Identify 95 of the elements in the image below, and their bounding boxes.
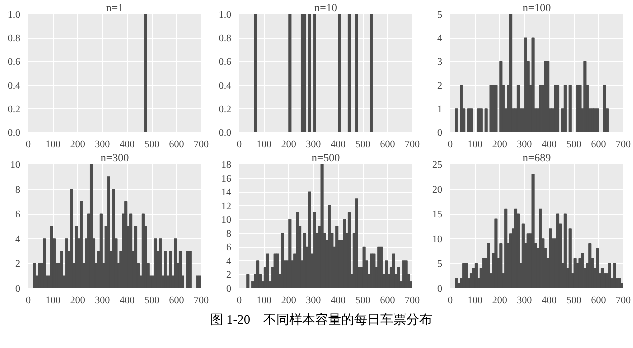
x-tick-label: 300 [306, 140, 322, 150]
x-tick-label: 500 [144, 140, 160, 150]
x-tick-label: 300 [95, 140, 110, 150]
x-tick-label: 100 [256, 296, 272, 306]
y-tick-label: 0.6 [219, 57, 232, 68]
y-tick-label: 1.0 [219, 10, 232, 21]
y-tick-label: 18 [222, 160, 232, 171]
y-tick-label: 25 [432, 160, 442, 171]
x-tick-label: 0 [237, 296, 242, 306]
x-tick-label: 0 [237, 140, 242, 150]
y-tick-label: 0.0 [8, 128, 20, 139]
x-tick-label: 600 [591, 296, 606, 306]
x-tick-label: 100 [46, 296, 61, 306]
x-tick-label: 300 [517, 140, 532, 150]
x-tick-label: 200 [70, 296, 86, 306]
y-tick-label: 5 [438, 259, 442, 270]
x-tick-label: 500 [356, 140, 371, 150]
x-tick-label: 200 [70, 140, 86, 150]
y-tick-label: 2 [226, 270, 232, 282]
x-tick-label: 700 [405, 296, 420, 306]
x-tick-label: 700 [194, 140, 209, 150]
y-tick-label: 10 [10, 160, 20, 171]
y-tick-label: 2 [438, 80, 442, 92]
x-tick-label: 600 [380, 296, 396, 306]
y-tick-label: 5 [438, 10, 442, 21]
y-tick-label: 0.8 [219, 34, 232, 45]
x-tick-label: 200 [281, 140, 296, 150]
x-tick-label: 600 [380, 140, 396, 150]
y-tick-label: 20 [432, 184, 442, 196]
x-tick-label: 200 [492, 296, 508, 306]
y-tick-label: 6 [16, 210, 20, 221]
x-tick-label: 100 [468, 296, 483, 306]
x-tick-label: 0 [26, 296, 31, 306]
x-tick-label: 400 [120, 140, 135, 150]
chart-title: n=1 [106, 2, 124, 14]
x-tick-label: 100 [256, 140, 272, 150]
x-tick-label: 600 [169, 140, 184, 150]
y-tick-label: 8 [16, 184, 20, 196]
y-tick-label: 14 [222, 188, 232, 199]
chart-title: n=100 [522, 2, 552, 14]
y-tick-label: 0 [16, 284, 20, 295]
y-tick-label: 0 [438, 128, 442, 139]
caption: 图 1-20 不同样本容量的每日车票分布 [210, 311, 433, 329]
y-tick-label: 10 [432, 234, 442, 246]
y-tick-label: 0 [226, 284, 232, 295]
y-tick-label: 15 [432, 210, 442, 221]
x-tick-label: 500 [144, 296, 160, 306]
x-tick-label: 300 [517, 296, 532, 306]
x-tick-label: 700 [616, 296, 631, 306]
y-tick-label: 8 [226, 228, 232, 240]
x-tick-label: 400 [542, 296, 557, 306]
x-tick-label: 300 [306, 296, 322, 306]
y-tick-label: 4 [16, 234, 20, 246]
x-tick-label: 400 [330, 140, 346, 150]
x-tick-label: 500 [566, 140, 582, 150]
x-tick-label: 500 [566, 296, 582, 306]
x-tick-label: 200 [492, 140, 508, 150]
x-tick-label: 400 [120, 296, 135, 306]
y-tick-label: 0.2 [219, 104, 232, 116]
y-tick-label: 0.0 [219, 128, 232, 139]
x-tick-label: 700 [194, 296, 209, 306]
x-tick-label: 100 [46, 140, 61, 150]
y-tick-label: 10 [222, 215, 232, 226]
x-tick-label: 400 [542, 140, 557, 150]
y-tick-label: 0.4 [219, 80, 232, 92]
chart-title: n=500 [312, 152, 341, 164]
y-tick-label: 3 [438, 57, 442, 68]
x-tick-label: 700 [616, 140, 631, 150]
y-tick-label: 4 [438, 34, 442, 45]
y-tick-label: 0.8 [8, 34, 20, 45]
y-tick-label: 16 [222, 174, 232, 185]
x-tick-label: 700 [405, 140, 420, 150]
y-tick-label: 0 [438, 284, 442, 295]
chart-title: n=689 [522, 152, 552, 164]
x-tick-label: 100 [468, 140, 483, 150]
y-tick-label: 0.6 [8, 57, 20, 68]
y-tick-label: 1.0 [8, 10, 20, 21]
chart-title: n=300 [100, 152, 130, 164]
x-tick-label: 600 [591, 140, 606, 150]
y-tick-label: 6 [226, 242, 232, 254]
x-tick-label: 0 [448, 140, 453, 150]
x-tick-label: 0 [26, 140, 31, 150]
y-tick-label: 4 [226, 256, 232, 268]
y-tick-label: 2 [16, 259, 20, 270]
x-tick-label: 300 [95, 296, 110, 306]
x-tick-label: 0 [448, 296, 453, 306]
chart-title: n=10 [314, 2, 338, 14]
y-tick-label: 12 [222, 201, 232, 212]
x-tick-label: 500 [356, 296, 371, 306]
y-tick-label: 0.2 [8, 104, 20, 116]
y-tick-label: 1 [438, 104, 442, 116]
x-tick-label: 400 [330, 296, 346, 306]
x-tick-label: 200 [281, 296, 296, 306]
y-tick-label: 0.4 [8, 80, 20, 92]
x-tick-label: 600 [169, 296, 184, 306]
